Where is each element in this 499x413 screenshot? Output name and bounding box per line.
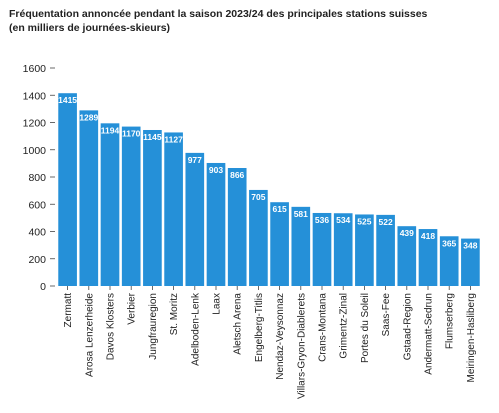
data-label: 1194 [101, 125, 120, 135]
x-tick-label: Grimentz-Zinal [339, 293, 350, 359]
bar [143, 129, 162, 286]
x-tick-label: Aletsch Arena [233, 293, 244, 355]
data-label: 418 [421, 231, 435, 241]
data-label: 705 [251, 192, 265, 202]
x-tick-label: Adelboden-Lenk [190, 292, 201, 366]
x-tick-label: Saas-Fee [381, 293, 392, 337]
x-tick-label: Villars-Gryon-Diablerets [296, 293, 307, 399]
bar [79, 110, 99, 286]
data-label: 977 [188, 155, 202, 165]
bar [439, 236, 459, 286]
chart-title-block: Fréquentation annoncée pendant la saison… [9, 7, 494, 35]
x-tick-label: Arosa Lenzerheide [84, 293, 95, 377]
data-label: 365 [442, 238, 456, 248]
data-label: 581 [294, 209, 308, 219]
bar [397, 226, 417, 286]
x-tick-label: Meiringen-Hasliberg [466, 293, 477, 382]
x-tick-label: Nendaz-Veysonnaz [275, 293, 286, 380]
x-tick-label: Crans-Montana [318, 293, 329, 362]
data-label: 439 [400, 228, 414, 238]
data-label: 866 [230, 170, 244, 180]
x-tick-label: St. Moritz [169, 293, 180, 335]
bar [100, 123, 120, 286]
y-tick-label: 200 [28, 254, 46, 266]
data-label: 1289 [79, 112, 98, 122]
data-label: 348 [463, 241, 477, 251]
data-label: 536 [315, 215, 329, 225]
y-tick-label: 400 [28, 227, 46, 239]
bar [164, 132, 183, 286]
bar [270, 202, 289, 286]
x-tick-label: Andermatt-Sedrun [424, 293, 435, 375]
y-tick-label: 800 [28, 172, 46, 184]
bar [291, 206, 311, 286]
data-label: 903 [209, 165, 223, 175]
x-tick-label: Laax [212, 293, 223, 315]
y-tick-label: 600 [28, 199, 46, 211]
bar [333, 213, 353, 286]
y-tick-label: 1600 [23, 63, 47, 75]
x-tick-label: Portes du Soleil [360, 293, 371, 363]
bar [376, 214, 395, 286]
data-label: 1127 [164, 134, 183, 144]
y-tick-label: 1000 [23, 145, 47, 157]
y-tick-label: 0 [40, 281, 46, 293]
x-tick-label: Zermatt [63, 293, 74, 328]
bar [121, 126, 141, 287]
bar [58, 93, 77, 286]
y-axis: 0 200 400 600 800 1000 1200 1400 1600 [23, 63, 55, 293]
x-tick-label: Engelberg-Titlis [254, 293, 265, 362]
data-label: 1170 [122, 129, 141, 139]
data-label: 522 [379, 217, 393, 227]
bar [418, 229, 438, 286]
bar [227, 168, 247, 286]
data-label: 615 [273, 204, 287, 214]
x-tick-label: Gstaad-Region [402, 293, 413, 360]
data-label: 1145 [143, 132, 162, 142]
bar [249, 189, 268, 286]
data-label: 525 [357, 216, 371, 226]
bar [355, 214, 374, 286]
x-tick-label: Jungfrauregion [148, 293, 159, 360]
bar [461, 238, 480, 286]
x-axis: Zermatt Arosa Lenzerheide Davos Klosters Ve… [63, 286, 477, 399]
bar [206, 162, 226, 286]
chart-subtitle: (en milliers de journées-skieurs) [9, 22, 171, 34]
data-label: 1415 [58, 95, 77, 105]
y-tick-label: 1400 [23, 90, 47, 102]
data-label: 534 [336, 215, 350, 225]
x-tick-label: Davos Klosters [106, 293, 117, 360]
x-tick-label: Flumserberg [445, 293, 456, 349]
bar [185, 152, 205, 286]
bar [312, 212, 332, 286]
x-tick-label: Verbier [127, 292, 138, 324]
y-tick-label: 1200 [23, 118, 47, 130]
chart-title: Fréquentation annoncée pendant la saison… [9, 8, 428, 20]
